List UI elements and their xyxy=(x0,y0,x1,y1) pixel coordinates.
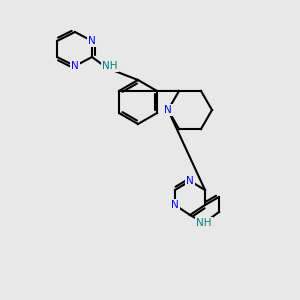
Text: N: N xyxy=(88,36,96,46)
Text: N: N xyxy=(186,176,194,186)
Text: NH: NH xyxy=(196,218,212,228)
Text: N: N xyxy=(171,200,179,210)
Text: N: N xyxy=(164,105,172,115)
Text: N: N xyxy=(71,61,79,71)
Text: NH: NH xyxy=(102,61,118,71)
